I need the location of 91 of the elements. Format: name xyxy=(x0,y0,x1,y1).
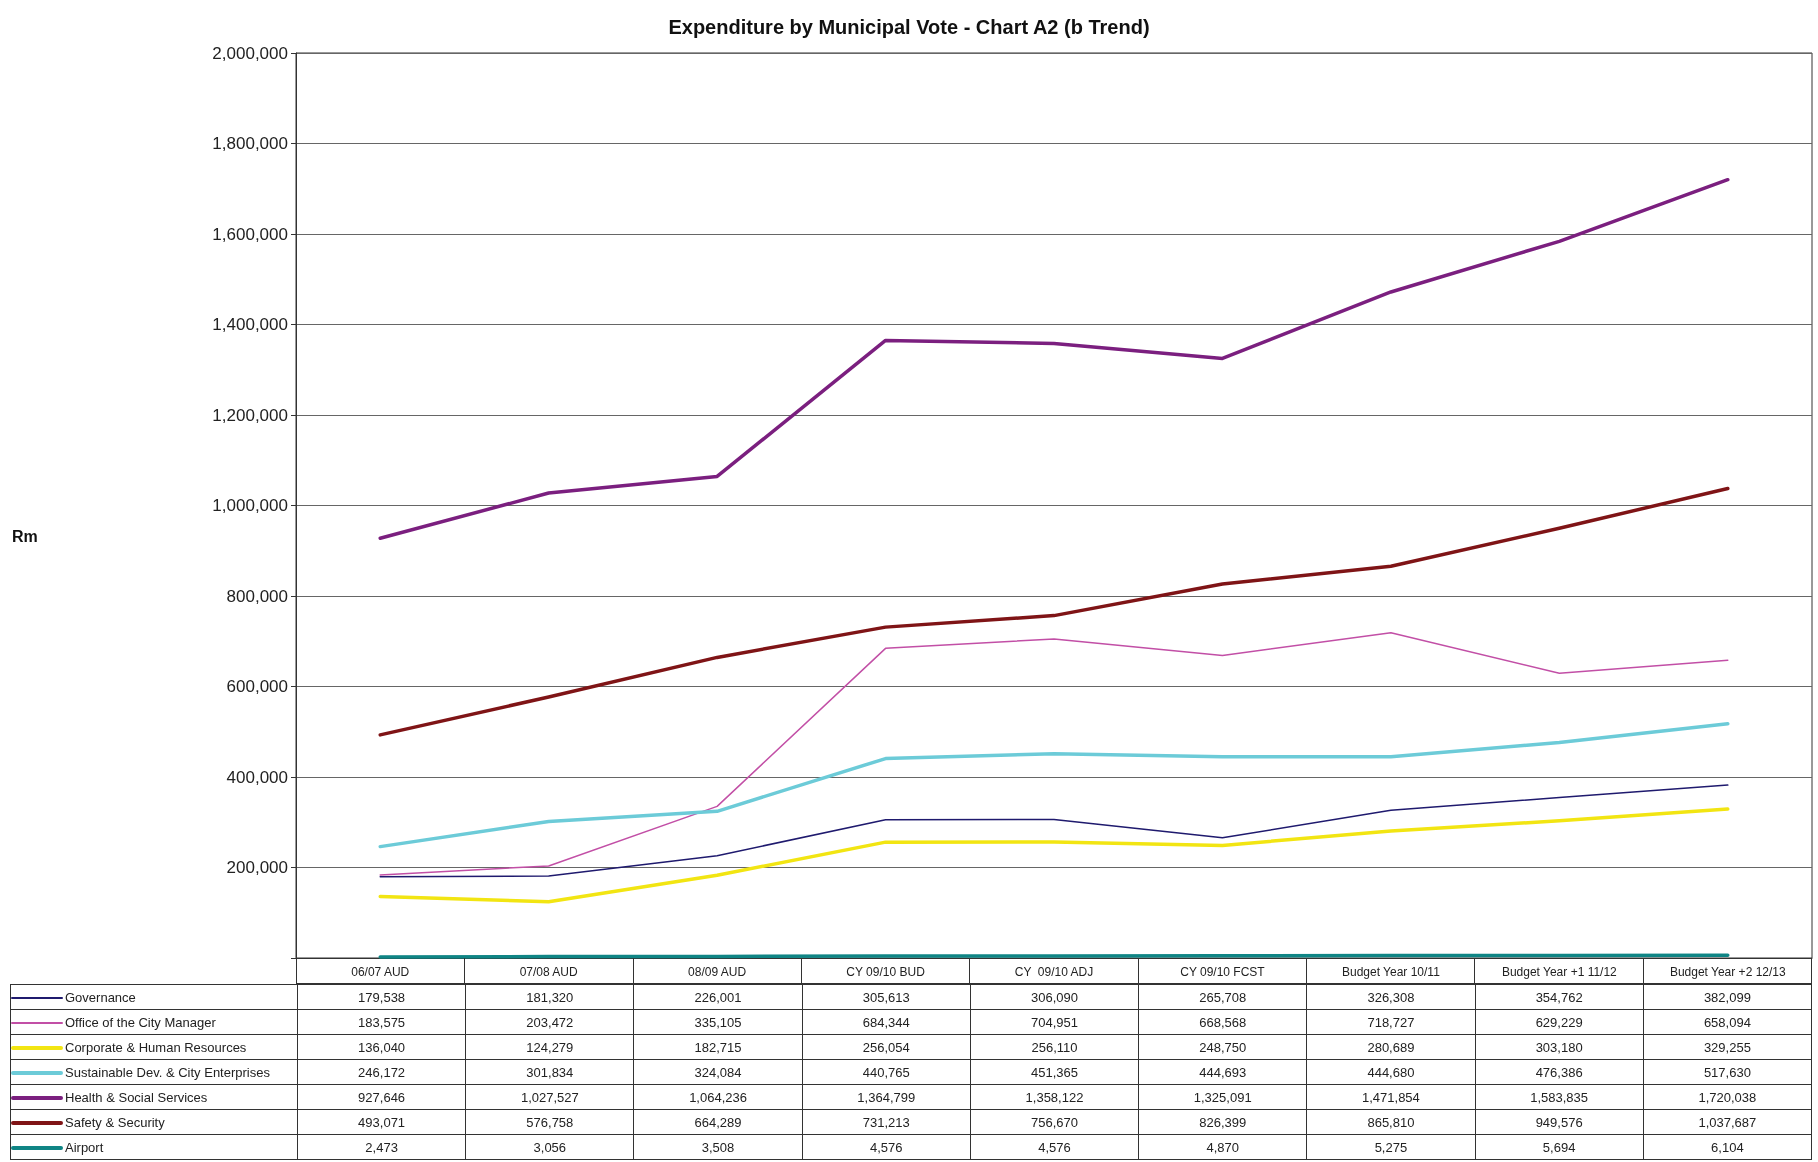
data-label: 517,630 xyxy=(1643,1059,1812,1085)
y-tick-label: 200,000 xyxy=(226,858,288,877)
data-label: 326,308 xyxy=(1306,984,1476,1010)
data-label: 1,325,091 xyxy=(1138,1084,1307,1110)
data-label: 1,358,122 xyxy=(970,1084,1139,1110)
data-label: 927,646 xyxy=(297,1084,466,1110)
data-label: 248,750 xyxy=(1138,1034,1307,1060)
x-tick-label: CY 09/10 ADJ xyxy=(1014,965,1094,979)
data-label: 256,054 xyxy=(802,1034,971,1060)
data-label: 576,758 xyxy=(465,1109,634,1135)
data-label: 3,056 xyxy=(465,1134,634,1160)
data-label: 303,180 xyxy=(1475,1034,1644,1060)
data-label: 1,064,236 xyxy=(633,1084,803,1110)
x-tick-label: Budget Year +1 11/12 xyxy=(1501,965,1618,979)
x-tick-label: CY 09/10 FCST xyxy=(1180,965,1266,979)
y-tick-label: 1,800,000 xyxy=(212,134,288,153)
y-tick-label: 1,000,000 xyxy=(212,496,288,515)
data-label: 1,471,854 xyxy=(1306,1084,1476,1110)
data-label: 476,386 xyxy=(1475,1059,1644,1085)
data-label: 756,670 xyxy=(970,1109,1139,1135)
y-tick-label: 1,200,000 xyxy=(212,405,288,425)
data-label: 949,576 xyxy=(1475,1109,1644,1135)
data-label: 181,320 xyxy=(465,984,634,1010)
data-label: 493,071 xyxy=(297,1109,466,1135)
data-label: 4,870 xyxy=(1138,1134,1307,1160)
legend-label: Safety & Security xyxy=(10,1109,298,1135)
data-label: 1,583,835 xyxy=(1475,1084,1644,1110)
legend-label: Health & Social Services xyxy=(10,1084,298,1110)
data-label: 1,037,687 xyxy=(1643,1109,1812,1135)
data-label: 183,575 xyxy=(297,1009,466,1035)
data-label: 451,365 xyxy=(970,1059,1139,1085)
data-label: 182,715 xyxy=(633,1034,803,1060)
data-label: 329,255 xyxy=(1643,1034,1812,1060)
y-tick-label: 600,000 xyxy=(226,677,288,696)
data-label: 2,473 xyxy=(297,1134,466,1160)
data-label: 382,099 xyxy=(1643,984,1812,1010)
data-label: 440,765 xyxy=(802,1059,971,1085)
data-label: 668,568 xyxy=(1138,1009,1307,1035)
data-label: 444,680 xyxy=(1306,1059,1476,1085)
data-label: 324,084 xyxy=(633,1059,803,1085)
data-label: 354,762 xyxy=(1475,984,1644,1010)
data-label: 444,693 xyxy=(1138,1059,1307,1085)
x-tick-label: CY 09/10 BUD xyxy=(846,965,926,979)
legend-label: Airport xyxy=(10,1134,298,1160)
data-label: 5,694 xyxy=(1475,1134,1644,1160)
data-label: 4,576 xyxy=(802,1134,971,1160)
x-tick-label: Budget Year +2 12/13 xyxy=(1669,965,1786,979)
chart-title: Expenditure by Municipal Vote - Chart A2 (b Trend) xyxy=(668,16,1150,38)
x-tick-label: 06/07 AUD xyxy=(351,965,410,979)
data-label: 731,213 xyxy=(802,1109,971,1135)
data-label: 305,613 xyxy=(802,984,971,1010)
data-label: 124,279 xyxy=(465,1034,634,1060)
data-label: 301,834 xyxy=(465,1059,634,1085)
data-label: 335,105 xyxy=(633,1009,803,1035)
legend-label: Office of the City Manager xyxy=(10,1009,298,1035)
data-label: 246,172 xyxy=(297,1059,466,1085)
data-label: 3,508 xyxy=(633,1134,803,1160)
data-label: 1,720,038 xyxy=(1643,1084,1812,1110)
data-label: 1,364,799 xyxy=(802,1084,971,1110)
data-label: 6,104 xyxy=(1643,1134,1812,1160)
data-label: 256,110 xyxy=(970,1034,1139,1060)
y-tick-label: 1,400,000 xyxy=(212,315,288,334)
data-label: 4,576 xyxy=(970,1134,1139,1160)
legend-label: Sustainable Dev. & City Enterprises xyxy=(10,1059,298,1085)
x-tick-label: 07/08 AUD xyxy=(519,965,579,979)
data-label: 718,727 xyxy=(1306,1009,1476,1035)
data-label: 826,399 xyxy=(1138,1109,1307,1135)
data-label: 865,810 xyxy=(1306,1109,1476,1135)
data-label: 629,229 xyxy=(1475,1009,1644,1035)
data-label: 704,951 xyxy=(970,1009,1139,1035)
data-label: 664,289 xyxy=(633,1109,803,1135)
data-label: 684,344 xyxy=(802,1009,971,1035)
text: Rm xyxy=(12,527,38,545)
legend-label: Corporate & Human Resources xyxy=(10,1034,298,1060)
legend-label: Governance xyxy=(10,984,298,1010)
data-label: 179,538 xyxy=(297,984,466,1010)
data-label: 1,027,527 xyxy=(465,1084,634,1110)
data-label: 226,001 xyxy=(633,984,803,1010)
data-label: 265,708 xyxy=(1138,984,1307,1010)
data-label: 5,275 xyxy=(1306,1134,1476,1160)
data-label: 280,689 xyxy=(1306,1034,1476,1060)
y-tick-label: 800,000 xyxy=(226,586,288,606)
y-tick-label: 400,000 xyxy=(226,767,288,787)
x-tick-label: Budget Year 10/11 xyxy=(1341,965,1441,979)
data-label: 658,094 xyxy=(1643,1009,1812,1035)
data-label: 136,040 xyxy=(297,1034,466,1060)
x-tick-label: 08/09 AUD xyxy=(688,965,747,979)
y-tick-label: 1,600,000 xyxy=(212,224,288,244)
data-label: 306,090 xyxy=(970,984,1139,1010)
y-tick-label: 2,000,000 xyxy=(212,43,288,63)
data-label: 203,472 xyxy=(465,1009,634,1035)
